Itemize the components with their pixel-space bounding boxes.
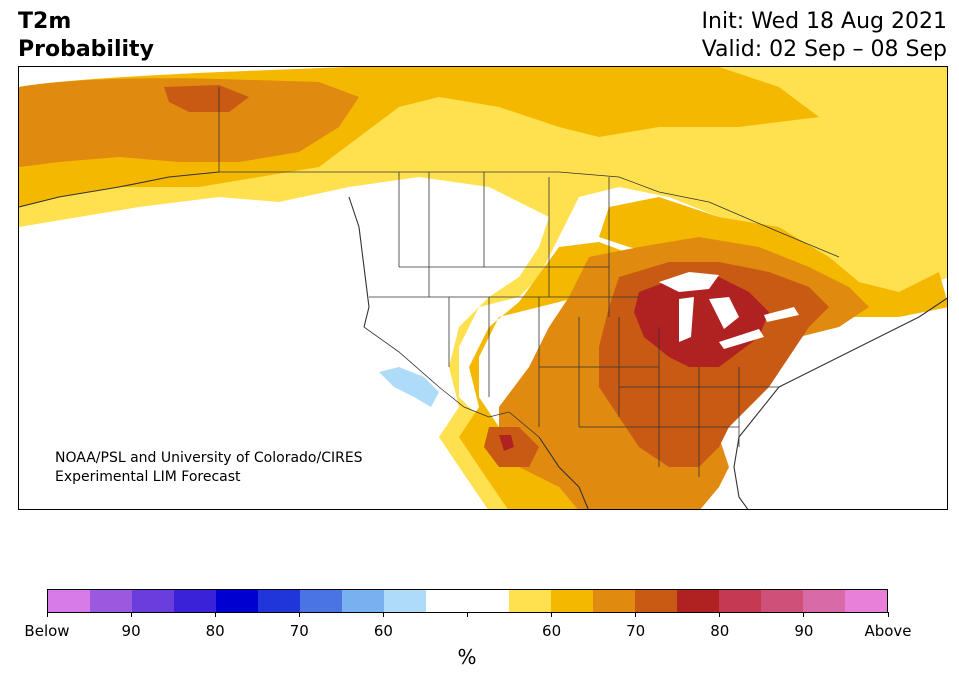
credit-line-2: Experimental LIM Forecast — [55, 469, 241, 485]
valid-dates: Valid: 02 Sep – 08 Sep — [701, 37, 947, 62]
colorbar-tick-label: 70 — [289, 622, 309, 640]
colorbar-cell — [719, 590, 762, 612]
region-fill — [19, 78, 359, 167]
colorbar-tick — [551, 612, 553, 617]
region-fill — [499, 435, 514, 451]
colorbar-cell — [215, 590, 258, 612]
lake-shape — [709, 297, 739, 329]
coastline — [19, 171, 947, 509]
colorbar-tick — [130, 612, 132, 617]
colorbar-tick-label: Above — [864, 622, 912, 640]
forecast-dates: Init: Wed 18 Aug 2021 Valid: 02 Sep – 08… — [702, 8, 947, 64]
colorbar-cell — [803, 590, 846, 612]
colorbar — [47, 589, 888, 613]
colorbar-tick-label: 90 — [794, 622, 814, 640]
region-fill — [379, 367, 439, 407]
credit-line-1: NOAA/PSL and University of Colorado/CIRE… — [55, 450, 363, 466]
lake-shape — [719, 329, 764, 349]
colorbar-cell — [761, 590, 804, 612]
colorbar-tick-label: 60 — [542, 622, 562, 640]
colorbar-cell — [257, 590, 300, 612]
colorbar-cell — [89, 590, 132, 612]
colorbar-cell — [173, 590, 216, 612]
colorbar-tick — [298, 612, 300, 617]
region-fill — [164, 85, 249, 112]
init-date: Init: Wed 18 Aug 2021 — [701, 9, 947, 34]
colorbar-tick — [719, 612, 721, 617]
coast-path — [19, 171, 947, 509]
colorbar-tick-label: 80 — [205, 622, 225, 640]
colorbar-cell — [509, 590, 552, 612]
title-quantity: Probability — [18, 37, 154, 62]
great-lakes — [659, 272, 799, 349]
colorbar-tick — [46, 612, 48, 617]
map-canvas — [19, 67, 947, 509]
lake-shape — [659, 272, 719, 292]
below-60-region — [379, 367, 439, 407]
colorbar-tick-label: 80 — [710, 622, 730, 640]
data-credit: NOAA/PSL and University of Colorado/CIRE… — [55, 449, 363, 487]
lake-shape — [764, 307, 799, 322]
colorbar-cell — [845, 590, 888, 612]
colorbar-tick — [382, 612, 384, 617]
political-borders — [218, 87, 840, 477]
colorbar-cell — [551, 590, 594, 612]
probability-map — [18, 66, 948, 510]
us-mexico-border — [363, 326, 540, 438]
colorbar-cell — [341, 590, 384, 612]
map-title: T2m Probability — [18, 8, 154, 64]
colorbar-cell — [467, 590, 510, 612]
colorbar-cell — [593, 590, 636, 612]
colorbar-tick-label: 60 — [373, 622, 393, 640]
colorbar-tick-label: 90 — [121, 622, 141, 640]
colorbar-tick-label: 70 — [626, 622, 646, 640]
colorbar-unit: % — [457, 645, 477, 669]
colorbar-tick-label: Below — [24, 622, 70, 640]
title-variable: T2m — [18, 9, 72, 34]
colorbar-tick — [467, 612, 468, 617]
region-fill — [719, 127, 947, 247]
colorbar-tick — [635, 612, 637, 617]
colorbar-cell — [677, 590, 720, 612]
state-lines — [369, 172, 779, 477]
colorbar-tick — [803, 612, 805, 617]
colorbar-tick — [214, 612, 216, 617]
colorbar-cell — [635, 590, 678, 612]
colorbar-cell — [425, 590, 468, 612]
colorbar-cell — [299, 590, 342, 612]
colorbar-cell — [383, 590, 426, 612]
us-canada-border — [219, 171, 840, 258]
colorbar-cell — [131, 590, 174, 612]
colorbar-tick — [887, 612, 889, 617]
lake-shape — [679, 297, 694, 342]
colorbar-cell — [48, 590, 90, 612]
